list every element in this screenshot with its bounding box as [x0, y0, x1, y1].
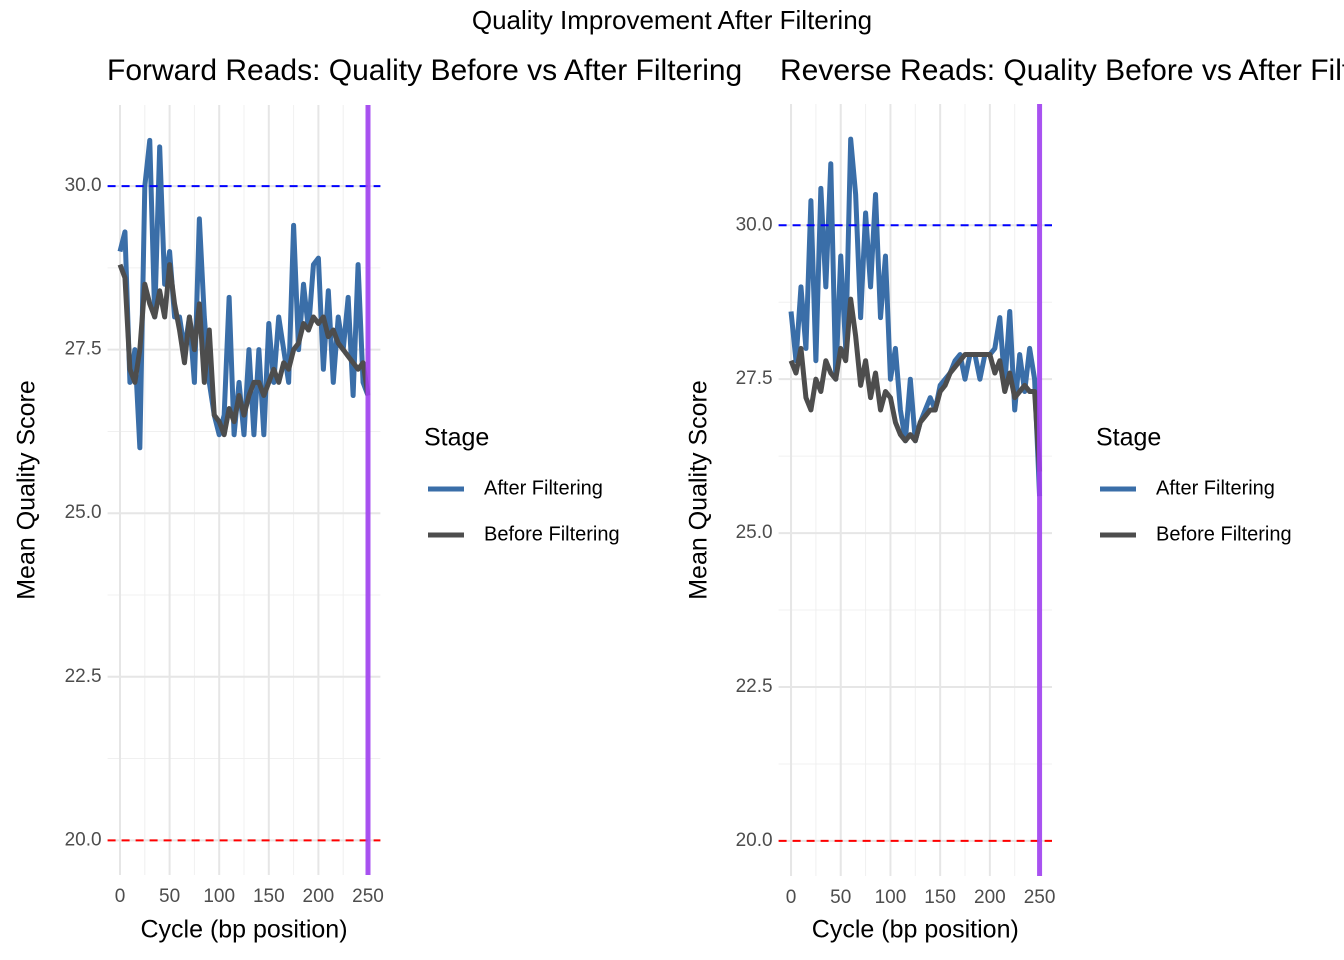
x-tick-label: 250 [1024, 887, 1056, 908]
x-tick-label: 100 [875, 887, 907, 908]
x-tick-label: 150 [924, 887, 956, 908]
y-tick-label: 30.0 [736, 214, 773, 235]
series-line [117, 137, 371, 451]
legend-title: Stage [1096, 424, 1161, 452]
y-tick-label: 20.0 [736, 830, 773, 851]
x-axis-title: Cycle (bp position) [140, 916, 347, 944]
x-tick-label: 100 [203, 886, 235, 907]
x-tick-label: 0 [115, 886, 126, 907]
y-tick-label: 22.5 [65, 666, 102, 687]
x-tick-label: 150 [253, 886, 285, 907]
y-tick-label: 25.0 [736, 522, 773, 543]
panel-title: Forward Reads: Quality Before vs After F… [107, 54, 742, 87]
x-tick-label: 50 [159, 886, 180, 907]
y-tick-label: 22.5 [736, 676, 773, 697]
figure-title: Quality Improvement After Filtering [472, 5, 872, 35]
y-tick-label: 30.0 [65, 175, 102, 196]
x-tick-label: 0 [786, 887, 797, 908]
legend-label: After Filtering [1156, 477, 1275, 499]
y-tick-label: 27.5 [65, 339, 102, 360]
y-axis-title: Mean Quality Score [685, 380, 713, 600]
series-line [788, 296, 1043, 472]
legend-title: Stage [424, 424, 489, 452]
x-tick-label: 200 [303, 886, 335, 907]
legend-label: Before Filtering [484, 523, 620, 545]
x-axis-title: Cycle (bp position) [812, 916, 1019, 944]
y-tick-label: 25.0 [65, 502, 102, 523]
y-tick-label: 27.5 [736, 368, 773, 389]
x-tick-label: 250 [352, 886, 384, 907]
legend-label: Before Filtering [1156, 523, 1292, 545]
legend-label: After Filtering [484, 477, 603, 499]
panel-title: Reverse Reads: Quality Before vs After F… [780, 54, 1344, 87]
series-line [117, 262, 371, 438]
x-tick-label: 200 [974, 887, 1006, 908]
y-tick-label: 20.0 [65, 829, 102, 850]
x-tick-label: 50 [830, 887, 851, 908]
y-axis-title: Mean Quality Score [13, 380, 41, 600]
